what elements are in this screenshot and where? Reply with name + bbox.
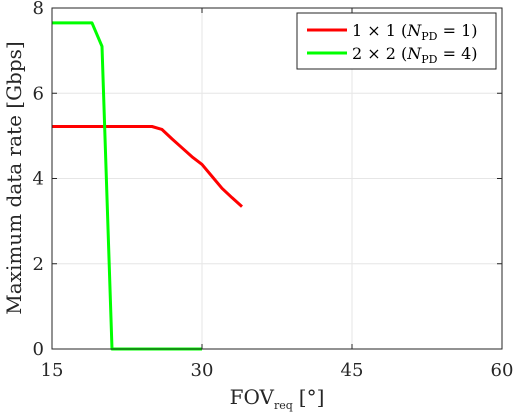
y-tick-label: 2	[33, 254, 44, 275]
y-tick-label: 4	[33, 169, 44, 190]
y-axis-label: Maximum data rate [Gbps]	[2, 41, 26, 314]
y-axis-ticks: 0 2 4 6 8	[33, 0, 502, 360]
x-axis-ticks: 15 30 45 60	[41, 8, 514, 381]
legend-entry-series-1: 1 × 1 (NPD = 1)	[352, 21, 478, 43]
x-tick-label: 45	[341, 360, 364, 381]
series-line-1	[52, 125, 244, 208]
x-tick-label: 60	[491, 360, 514, 381]
legend: 1 × 1 (NPD = 1) 2 × 2 (NPD = 4)	[296, 12, 497, 70]
x-tick-label: 30	[191, 360, 214, 381]
x-tick-label: 15	[41, 360, 64, 381]
y-tick-label: 0	[33, 339, 44, 360]
legend-box	[296, 12, 497, 70]
x-axis-label: FOVreq [°]	[230, 385, 325, 412]
legend-entry-series-2: 2 × 2 (NPD = 4)	[352, 44, 478, 66]
y-tick-label: 6	[33, 83, 44, 104]
y-tick-label: 8	[33, 0, 44, 19]
